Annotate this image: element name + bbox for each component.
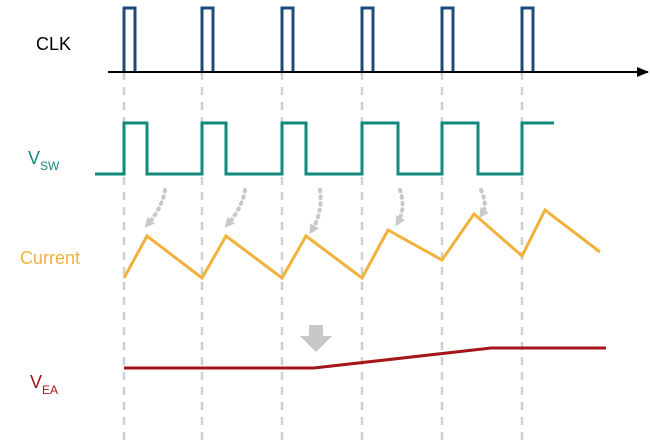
current-waveform [122,207,601,281]
vsw-label: VSW [28,148,60,173]
vea-waveform [124,346,606,370]
current-label: Current [20,248,80,268]
timing-guides [122,72,524,440]
transfer-arrow [224,188,247,228]
transfer-arrows [144,188,489,235]
clk-label: CLK [36,34,71,54]
vsw-waveform [95,121,554,176]
transfer-arrow [395,188,405,227]
vea-label: VEA [30,372,58,397]
transfer-arrow [479,188,489,219]
transfer-arrow [144,188,167,228]
transfer-arrow [309,188,323,235]
clk-waveform [122,6,535,72]
down-arrow-icon [300,325,332,352]
